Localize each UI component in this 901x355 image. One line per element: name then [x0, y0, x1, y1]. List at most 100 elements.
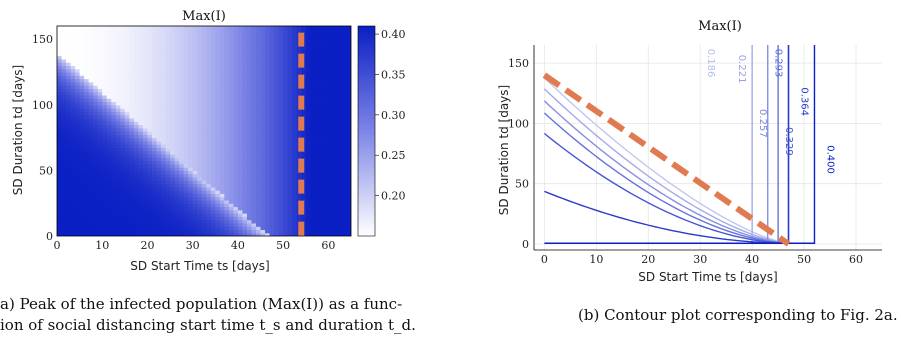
heatmap-cell: [319, 58, 325, 63]
heatmap-cell: [287, 226, 293, 231]
heatmap-cell: [237, 108, 244, 112]
heatmap-cell: [283, 35, 289, 40]
heatmap-cell: [319, 144, 325, 149]
heatmap-cell: [75, 190, 81, 194]
heatmap-cell: [206, 91, 212, 96]
heatmap-cell: [129, 101, 135, 106]
heatmap-cell: [242, 58, 248, 63]
heatmap-cell: [251, 180, 257, 185]
heatmap-cell: [84, 42, 90, 47]
heatmap-cell: [151, 58, 158, 63]
heatmap-cell: [120, 176, 126, 181]
heatmap-cell: [111, 108, 117, 112]
heatmap-cell: [233, 232, 239, 236]
heatmap-cell: [102, 206, 108, 211]
heatmap-cell: [102, 160, 108, 165]
heatmap-cell: [188, 78, 194, 83]
heatmap-cell: [57, 98, 63, 103]
heatmap-cell: [206, 114, 212, 119]
heatmap-cell: [66, 173, 72, 178]
heatmap-cell: [93, 68, 99, 73]
heatmap-cell: [337, 52, 343, 57]
heatmap-cell: [61, 226, 67, 231]
heatmap-cell: [237, 131, 244, 135]
heatmap-cell: [337, 65, 343, 70]
heatmap-cell: [102, 176, 108, 181]
heatmap-cell: [292, 75, 298, 80]
heatmap-cell: [274, 131, 280, 135]
heatmap-cell: [75, 150, 81, 155]
heatmap-cell: [346, 62, 351, 66]
heatmap-cell: [151, 150, 158, 155]
heatmap-cell: [133, 229, 140, 234]
heatmap-cell: [70, 157, 76, 162]
heatmap-cell: [188, 183, 194, 188]
heatmap-cell: [246, 163, 253, 168]
heatmap-cell: [283, 71, 289, 76]
heatmap-cell: [156, 121, 162, 126]
heatmap-cell: [251, 94, 257, 99]
heatmap-cell: [332, 91, 339, 96]
heatmap-cell: [256, 52, 262, 57]
heatmap-cell: [237, 104, 244, 109]
heatmap-cell: [278, 88, 284, 93]
heatmap-cell: [102, 114, 108, 119]
heatmap-cell: [274, 39, 280, 44]
heatmap-cell: [319, 45, 325, 50]
heatmap-cell: [174, 32, 180, 37]
heatmap-cell: [228, 163, 234, 168]
heatmap-cell: [278, 153, 284, 158]
heatmap-cell: [88, 65, 94, 70]
heatmap-cell: [287, 203, 293, 208]
heatmap-cell: [188, 121, 194, 126]
heatmap-cell: [278, 190, 284, 194]
heatmap-cell: [61, 196, 67, 201]
heatmap-cell: [292, 222, 298, 227]
heatmap-cell: [310, 45, 316, 50]
heatmap-cell: [120, 124, 126, 129]
heatmap-cell: [283, 29, 289, 34]
heatmap-cell: [61, 111, 67, 116]
heatmap-cell: [337, 213, 343, 217]
heatmap-cell: [170, 150, 176, 155]
heatmap-cell: [319, 52, 325, 57]
heatmap-cell: [102, 183, 108, 188]
heatmap-cell: [88, 127, 94, 132]
heatmap-cell: [142, 91, 149, 96]
heatmap-cell: [170, 226, 176, 231]
heatmap-cell: [75, 232, 81, 236]
heatmap-cell: [79, 62, 85, 66]
heatmap-cell: [337, 68, 343, 73]
heatmap-cell: [228, 127, 234, 132]
heatmap-cell: [346, 114, 351, 119]
heatmap-cell: [75, 68, 81, 73]
heatmap-cell: [97, 65, 103, 70]
heatmap-cell: [75, 206, 81, 211]
heatmap-cell: [57, 170, 63, 175]
heatmap-cell: [102, 68, 108, 73]
heatmap-cell: [66, 85, 72, 89]
heatmap-cell: [201, 117, 207, 122]
heatmap-cell: [269, 229, 275, 234]
heatmap-cell: [233, 62, 239, 66]
heatmap-cell: [106, 114, 112, 119]
heatmap-cell: [138, 111, 144, 116]
heatmap-cell: [265, 216, 271, 221]
heatmap-cell: [97, 157, 103, 162]
heatmap-cell: [323, 88, 329, 93]
heatmap-cell: [283, 78, 289, 83]
heatmap-cell: [323, 186, 329, 191]
heatmap-cell: [115, 75, 121, 80]
heatmap-cell: [283, 222, 289, 227]
heatmap-cell: [115, 219, 121, 224]
heatmap-cell: [319, 213, 325, 217]
heatmap-cell: [133, 68, 140, 73]
heatmap-cell: [88, 68, 94, 73]
heatmap-cell: [70, 94, 76, 99]
heatmap-cell: [246, 26, 253, 30]
heatmap-cell: [246, 199, 253, 204]
heatmap-cell: [75, 94, 81, 99]
heatmap-cell: [346, 104, 351, 109]
heatmap-cell: [201, 98, 207, 103]
heatmap-cell: [165, 176, 171, 181]
